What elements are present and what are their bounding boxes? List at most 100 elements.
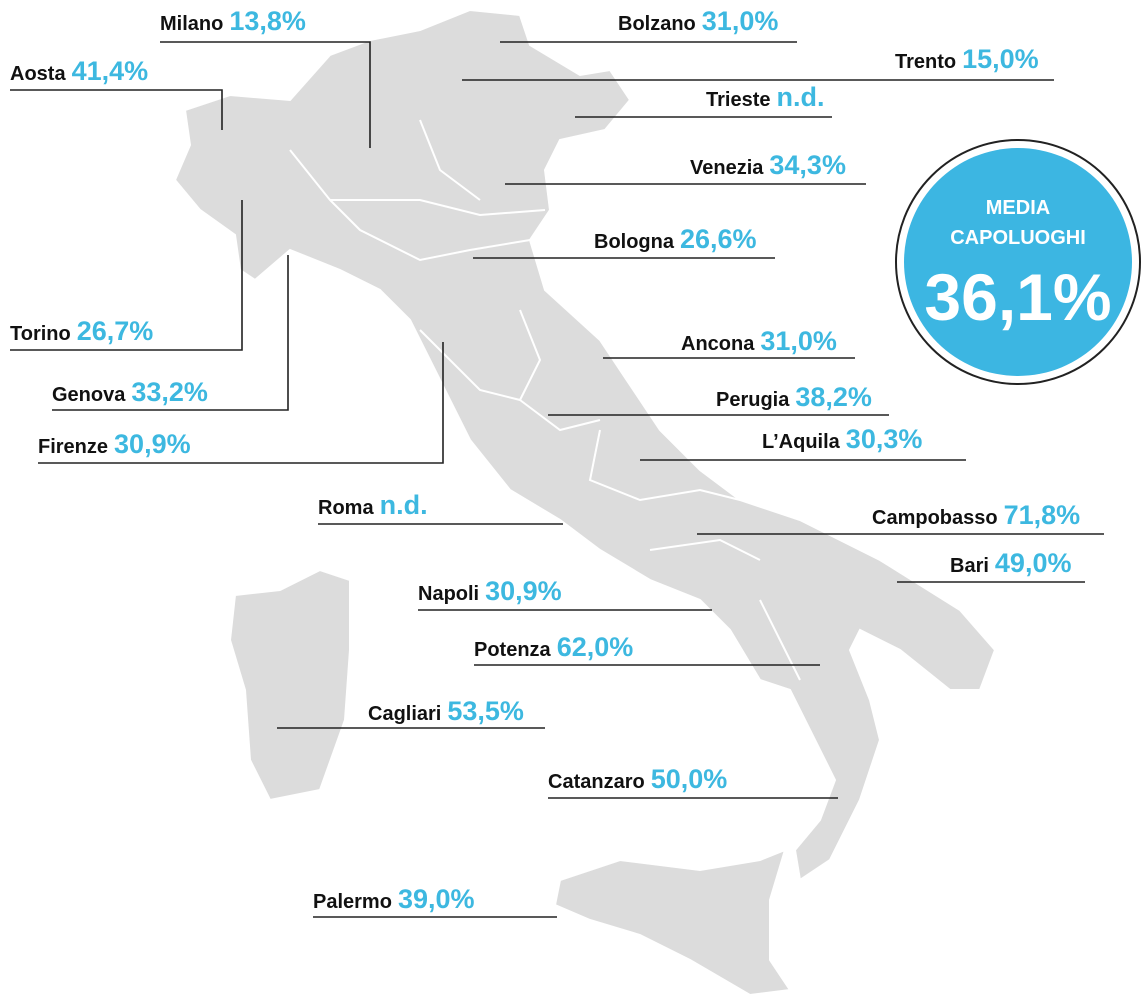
city-value: 33,2% xyxy=(131,377,208,407)
city-value: 13,8% xyxy=(229,6,306,36)
city-value: 62,0% xyxy=(557,632,634,662)
city-label: Cagliari 53,5% xyxy=(277,696,545,729)
average-badge: MEDIA CAPOLUOGHI 36,1% xyxy=(895,139,1141,385)
city-name: Bolzano xyxy=(618,13,696,35)
city-name: Potenza xyxy=(474,639,552,661)
city-value: n.d. xyxy=(776,82,824,112)
city: Bolzano 31,0% xyxy=(618,6,778,36)
city: Bari 49,0% xyxy=(950,548,1071,578)
city-name: Napoli xyxy=(418,583,479,605)
city-value: 15,0% xyxy=(962,44,1039,74)
city-name: Aosta xyxy=(10,63,66,85)
city-label: Campobasso 71,8% xyxy=(697,500,1104,535)
city-name: Roma xyxy=(318,497,374,519)
badge-value: 36,1% xyxy=(924,260,1111,334)
city-name: Genova xyxy=(52,384,126,406)
city-label: Genova 33,2% xyxy=(52,255,289,411)
city-value: 30,3% xyxy=(846,424,923,454)
mainland xyxy=(173,8,997,882)
city-label: Bari 49,0% xyxy=(897,548,1085,583)
city: Trento 15,0% xyxy=(895,44,1039,74)
city: Catanzaro 50,0% xyxy=(548,764,727,794)
city-name: Torino xyxy=(10,323,71,345)
city-name: Trieste xyxy=(706,89,770,111)
city: Ancona 31,0% xyxy=(681,326,837,356)
city-value: 39,0% xyxy=(398,884,475,914)
city-name: Bologna xyxy=(594,231,675,253)
city-value: 38,2% xyxy=(795,382,872,412)
sicily xyxy=(553,848,792,997)
city-value: 30,9% xyxy=(114,429,191,459)
city: Trieste n.d. xyxy=(706,82,824,112)
city-label: Aosta 41,4% xyxy=(10,56,223,130)
city-name: Cagliari xyxy=(368,703,441,725)
city-label: Firenze 30,9% xyxy=(38,342,444,464)
badge-line1: MEDIA xyxy=(986,197,1050,219)
city-label: Catanzaro 50,0% xyxy=(548,764,838,799)
city-value: 31,0% xyxy=(702,6,779,36)
leader-line xyxy=(38,342,444,464)
city-name: Campobasso xyxy=(872,507,998,529)
city-label: Trieste n.d. xyxy=(575,82,832,118)
city-label: Trento 15,0% xyxy=(462,44,1054,81)
city: Torino 26,7% xyxy=(10,316,153,346)
city-label: Palermo 39,0% xyxy=(313,884,557,918)
city-name: Trento xyxy=(895,51,956,73)
city: Genova 33,2% xyxy=(52,377,208,407)
city-label: Venezia 34,3% xyxy=(505,150,866,185)
city: Potenza 62,0% xyxy=(474,632,633,662)
badge-line2: CAPOLUOGHI xyxy=(950,227,1086,249)
city-name: Palermo xyxy=(313,891,392,913)
city-label: L’Aquila 30,3% xyxy=(640,424,966,461)
city-label: Potenza 62,0% xyxy=(474,632,820,666)
city-value: 50,0% xyxy=(651,764,728,794)
city: Bologna 26,6% xyxy=(594,224,757,254)
city-value: 71,8% xyxy=(1004,500,1081,530)
region-border xyxy=(289,119,801,681)
city-value: 41,4% xyxy=(72,56,149,86)
city: Firenze 30,9% xyxy=(38,429,191,459)
italy-map xyxy=(173,8,997,997)
city: Cagliari 53,5% xyxy=(368,696,524,726)
city: Roma n.d. xyxy=(318,490,428,520)
city: Campobasso 71,8% xyxy=(872,500,1080,530)
city-label: Ancona 31,0% xyxy=(603,326,855,359)
city-value: 30,9% xyxy=(485,576,562,606)
city: L’Aquila 30,3% xyxy=(762,424,922,454)
badge-fill xyxy=(904,148,1132,376)
city-label: Napoli 30,9% xyxy=(418,576,712,611)
city-name: Firenze xyxy=(38,436,108,458)
city-name: Catanzaro xyxy=(548,771,645,793)
city-name: L’Aquila xyxy=(762,431,841,453)
sardinia xyxy=(228,568,351,802)
city: Napoli 30,9% xyxy=(418,576,562,606)
city-label: Bologna 26,6% xyxy=(473,224,775,259)
city-name: Ancona xyxy=(681,333,755,355)
city: Palermo 39,0% xyxy=(313,884,475,914)
city-value: 53,5% xyxy=(447,696,524,726)
city-label: Milano 13,8% xyxy=(160,6,371,148)
city-value: n.d. xyxy=(380,490,428,520)
city: Venezia 34,3% xyxy=(690,150,846,180)
leader-line xyxy=(10,200,243,351)
city-value: 49,0% xyxy=(995,548,1072,578)
city-name: Perugia xyxy=(716,389,790,411)
leader-line xyxy=(160,41,371,148)
city-label: Roma n.d. xyxy=(318,490,563,525)
city: Perugia 38,2% xyxy=(716,382,872,412)
city-name: Venezia xyxy=(690,157,764,179)
city-label: Perugia 38,2% xyxy=(548,382,889,416)
city-value: 26,7% xyxy=(77,316,154,346)
city-name: Bari xyxy=(950,555,989,577)
city: Aosta 41,4% xyxy=(10,56,148,86)
leader-line xyxy=(52,255,289,411)
city-label: Torino 26,7% xyxy=(10,200,243,351)
city: Milano 13,8% xyxy=(160,6,306,36)
leader-line xyxy=(10,89,223,130)
city-value: 34,3% xyxy=(769,150,846,180)
city-value: 31,0% xyxy=(760,326,837,356)
city-labels: Milano 13,8% Bolzano 31,0% Aosta 41,4% Trento 1… xyxy=(10,6,1104,918)
city-value: 26,6% xyxy=(680,224,757,254)
city-name: Milano xyxy=(160,13,223,35)
